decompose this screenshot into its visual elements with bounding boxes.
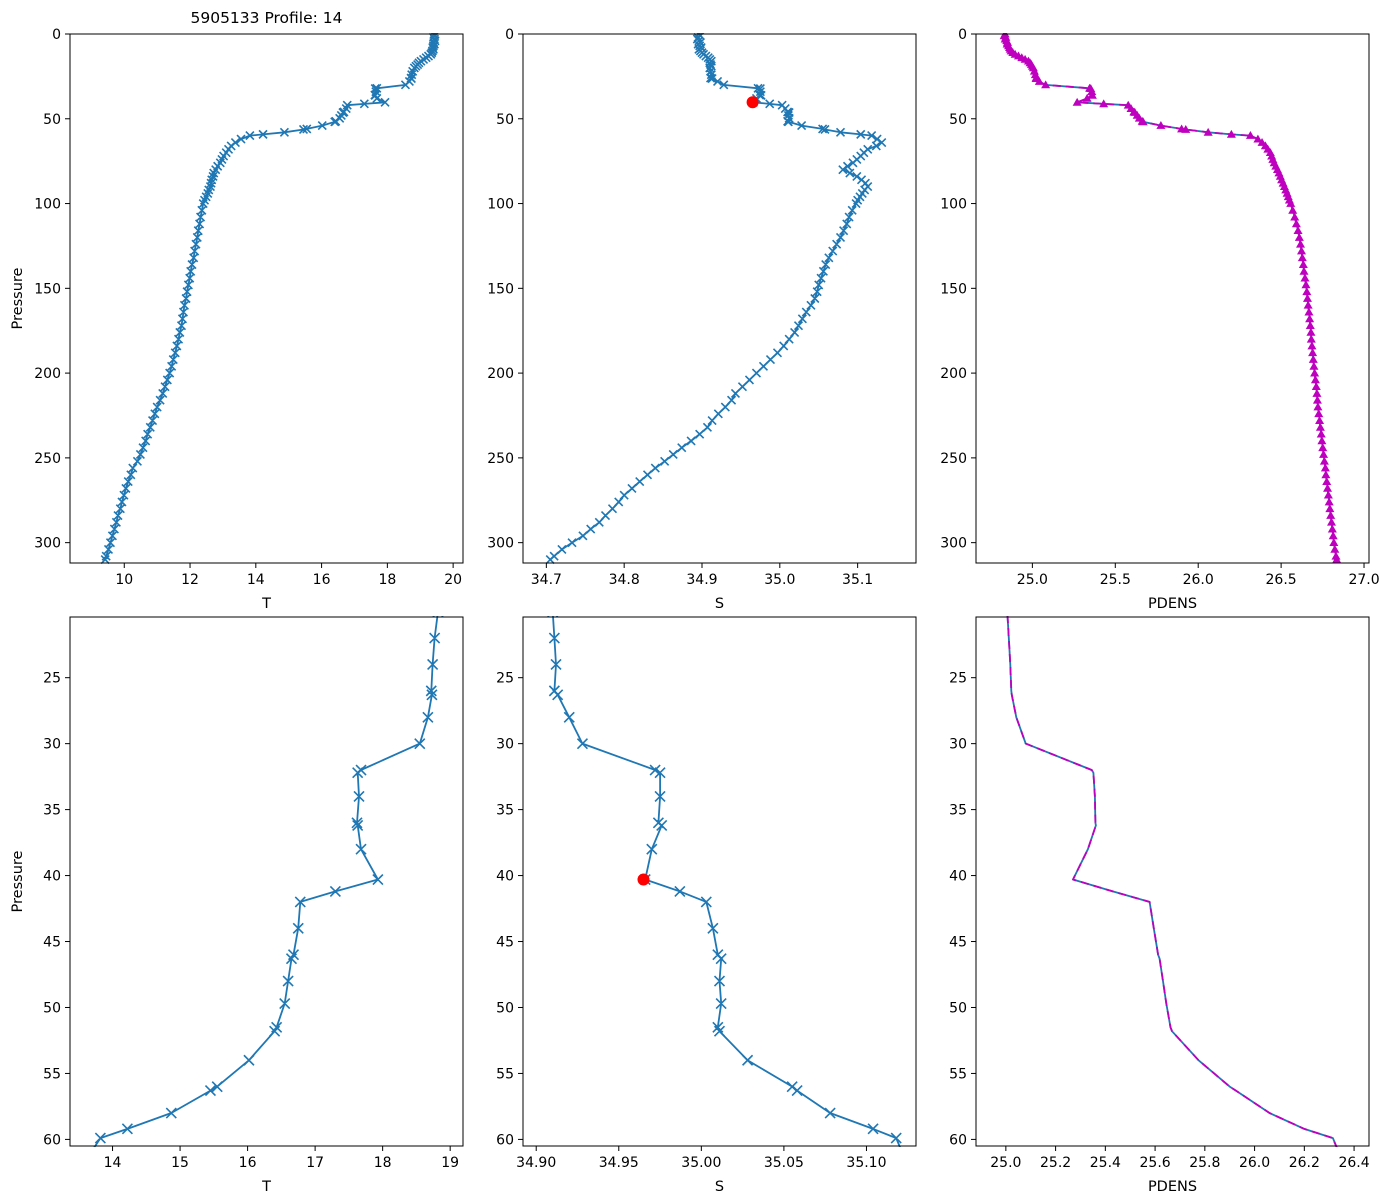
svg-text:150: 150 [940, 281, 967, 297]
svg-text:45: 45 [43, 935, 61, 951]
svg-text:10: 10 [115, 572, 133, 588]
svg-text:27.0: 27.0 [1348, 572, 1379, 588]
svg-text:25.0: 25.0 [1017, 572, 1048, 588]
svg-text:45: 45 [496, 935, 514, 951]
svg-text:60: 60 [43, 1132, 61, 1148]
svg-text:35: 35 [949, 803, 967, 819]
svg-text:14: 14 [247, 572, 265, 588]
svg-text:T: T [261, 596, 271, 612]
svg-text:40: 40 [496, 869, 514, 885]
svg-text:35.10: 35.10 [846, 1155, 886, 1171]
svg-text:34.95: 34.95 [599, 1155, 639, 1171]
svg-text:100: 100 [940, 197, 967, 213]
svg-text:26.0: 26.0 [1183, 572, 1214, 588]
svg-text:35: 35 [43, 803, 61, 819]
svg-text:150: 150 [34, 281, 61, 297]
svg-text:100: 100 [487, 197, 514, 213]
svg-text:200: 200 [487, 366, 514, 382]
svg-text:15: 15 [171, 1155, 189, 1171]
svg-text:0: 0 [958, 27, 967, 43]
svg-text:50: 50 [496, 112, 514, 128]
svg-text:25.5: 25.5 [1100, 572, 1131, 588]
svg-text:25.8: 25.8 [1189, 1155, 1220, 1171]
svg-text:50: 50 [949, 1000, 967, 1016]
svg-text:34.7: 34.7 [531, 572, 562, 588]
svg-text:16: 16 [239, 1155, 257, 1171]
svg-text:25.0: 25.0 [990, 1155, 1021, 1171]
svg-text:16: 16 [313, 572, 331, 588]
svg-text:50: 50 [43, 112, 61, 128]
svg-text:Pressure: Pressure [10, 267, 26, 329]
svg-text:35.00: 35.00 [681, 1155, 721, 1171]
svg-text:18: 18 [374, 1155, 392, 1171]
svg-text:60: 60 [949, 1132, 967, 1148]
svg-text:55: 55 [43, 1066, 61, 1082]
svg-text:250: 250 [487, 451, 514, 467]
svg-text:19: 19 [441, 1155, 459, 1171]
svg-text:25: 25 [43, 671, 61, 687]
svg-text:100: 100 [34, 197, 61, 213]
svg-text:40: 40 [43, 869, 61, 885]
svg-text:250: 250 [34, 451, 61, 467]
svg-text:30: 30 [43, 737, 61, 753]
svg-text:20: 20 [444, 572, 462, 588]
svg-text:40: 40 [949, 869, 967, 885]
svg-text:25.6: 25.6 [1140, 1155, 1171, 1171]
flagged-point-marker [746, 96, 759, 109]
svg-text:T: T [261, 1179, 271, 1195]
svg-text:17: 17 [306, 1155, 324, 1171]
svg-text:200: 200 [34, 366, 61, 382]
svg-text:26.2: 26.2 [1289, 1155, 1320, 1171]
plot-salinity-top: 34.7 34.8 34.9 35.0 35.1 0 50 100 150 200 250 300 S [487, 27, 917, 612]
svg-text:300: 300 [34, 536, 61, 552]
figure-title: 5905133 Profile: 14 [190, 9, 343, 27]
svg-text:25: 25 [496, 671, 514, 687]
svg-text:25.2: 25.2 [1040, 1155, 1071, 1171]
svg-text:30: 30 [496, 737, 514, 753]
svg-text:S: S [715, 1179, 724, 1195]
svg-text:35.1: 35.1 [842, 572, 873, 588]
svg-text:26.0: 26.0 [1239, 1155, 1270, 1171]
plot-density-zoom: 25.0 25.2 25.4 25.6 25.8 26.0 26.2 26.4 25 30 35 40… [949, 616, 1370, 1195]
svg-text:S: S [715, 596, 724, 612]
svg-text:34.9: 34.9 [686, 572, 717, 588]
svg-text:12: 12 [181, 572, 199, 588]
svg-text:55: 55 [496, 1066, 514, 1082]
svg-text:PDENS: PDENS [1148, 596, 1197, 612]
svg-text:0: 0 [505, 27, 514, 43]
svg-text:300: 300 [487, 536, 514, 552]
svg-text:30: 30 [949, 737, 967, 753]
svg-text:50: 50 [949, 112, 967, 128]
svg-text:300: 300 [940, 536, 967, 552]
svg-text:0: 0 [52, 27, 61, 43]
svg-text:34.90: 34.90 [516, 1155, 556, 1171]
svg-text:50: 50 [43, 1000, 61, 1016]
plot-temperature-zoom: 14 15 16 17 18 19 25 30 35 40 45 50 55 60 T Pressure [10, 616, 464, 1195]
svg-text:35: 35 [496, 803, 514, 819]
svg-text:PDENS: PDENS [1148, 1179, 1197, 1195]
svg-text:45: 45 [949, 935, 967, 951]
svg-text:18: 18 [378, 572, 396, 588]
svg-text:25: 25 [949, 671, 967, 687]
svg-text:55: 55 [949, 1066, 967, 1082]
svg-text:250: 250 [940, 451, 967, 467]
plot-density-top: 25.0 25.5 26.0 26.5 27.0 0 50 100 150 200 250 300 PD… [940, 27, 1379, 612]
svg-text:60: 60 [496, 1132, 514, 1148]
svg-text:35.0: 35.0 [764, 572, 795, 588]
svg-text:150: 150 [487, 281, 514, 297]
svg-text:25.4: 25.4 [1090, 1155, 1121, 1171]
svg-text:14: 14 [104, 1155, 122, 1171]
svg-text:200: 200 [940, 366, 967, 382]
plot-salinity-zoom: 34.90 34.95 35.00 35.05 35.10 25 30 35 40 45 50 55 6… [496, 616, 917, 1195]
svg-text:26.4: 26.4 [1338, 1155, 1369, 1171]
svg-text:Pressure: Pressure [10, 850, 26, 912]
svg-text:35.05: 35.05 [764, 1155, 804, 1171]
svg-text:26.5: 26.5 [1266, 572, 1297, 588]
flagged-point-marker [637, 873, 650, 886]
svg-text:50: 50 [496, 1000, 514, 1016]
svg-text:34.8: 34.8 [609, 572, 640, 588]
